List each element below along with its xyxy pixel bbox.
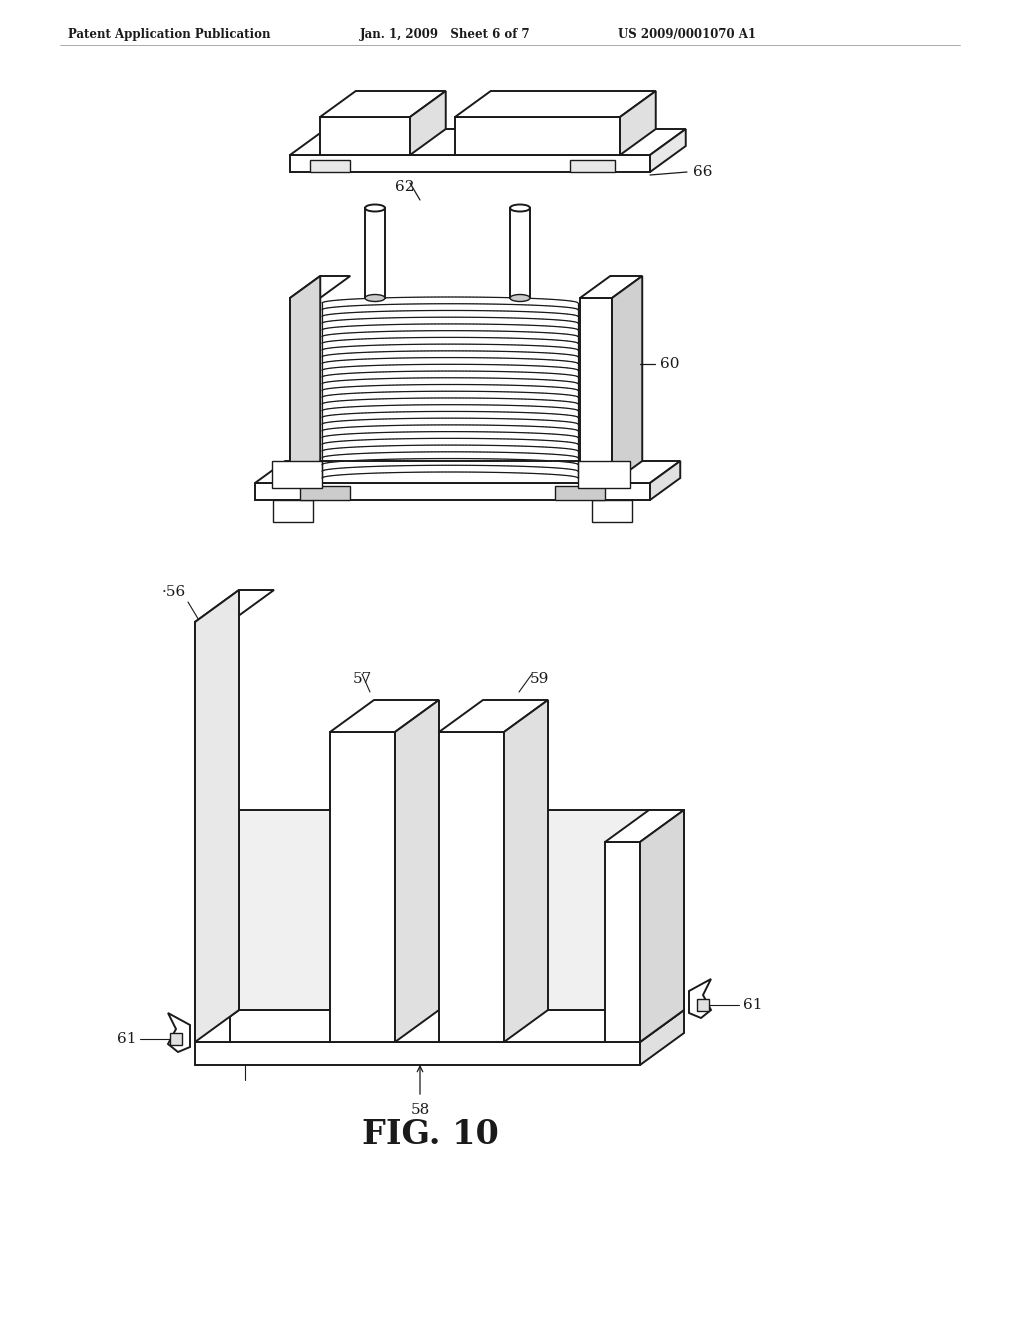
Polygon shape (570, 160, 615, 172)
Text: 62: 62 (395, 180, 415, 194)
Text: 59: 59 (529, 672, 549, 686)
Polygon shape (195, 590, 239, 1041)
Polygon shape (510, 209, 530, 298)
Polygon shape (555, 486, 605, 500)
Polygon shape (319, 91, 445, 117)
Polygon shape (290, 129, 686, 154)
Polygon shape (330, 700, 439, 733)
Polygon shape (290, 298, 319, 483)
Polygon shape (455, 117, 620, 154)
Polygon shape (650, 129, 686, 172)
Polygon shape (195, 1041, 640, 1065)
Polygon shape (319, 117, 410, 154)
Polygon shape (168, 1012, 190, 1052)
Polygon shape (592, 500, 632, 521)
Polygon shape (330, 733, 395, 1041)
Polygon shape (697, 999, 709, 1011)
Text: Jan. 1, 2009   Sheet 6 of 7: Jan. 1, 2009 Sheet 6 of 7 (360, 28, 530, 41)
Ellipse shape (510, 294, 530, 301)
Polygon shape (689, 979, 711, 1018)
Polygon shape (504, 700, 548, 1041)
Polygon shape (290, 276, 350, 298)
Polygon shape (365, 209, 385, 298)
Polygon shape (620, 91, 655, 154)
Polygon shape (605, 842, 640, 1041)
Polygon shape (255, 461, 680, 483)
Polygon shape (195, 1010, 684, 1041)
Polygon shape (455, 91, 655, 117)
Text: 61: 61 (117, 1032, 136, 1045)
Polygon shape (195, 622, 230, 1041)
Text: 66: 66 (693, 165, 713, 180)
Polygon shape (580, 276, 642, 298)
Text: 58: 58 (411, 1104, 430, 1117)
Polygon shape (439, 700, 548, 733)
Polygon shape (272, 461, 322, 488)
Text: Patent Application Publication: Patent Application Publication (68, 28, 270, 41)
Polygon shape (640, 1010, 684, 1065)
Polygon shape (239, 810, 684, 1010)
Polygon shape (580, 298, 612, 483)
Polygon shape (410, 91, 445, 154)
Polygon shape (395, 700, 439, 1041)
Polygon shape (290, 276, 321, 483)
Polygon shape (170, 1034, 182, 1045)
Polygon shape (300, 486, 350, 500)
Polygon shape (273, 500, 313, 521)
Polygon shape (605, 810, 684, 842)
Polygon shape (290, 154, 650, 172)
Text: ·56: ·56 (162, 585, 186, 599)
Text: 60: 60 (660, 358, 680, 371)
Text: US 2009/0001070 A1: US 2009/0001070 A1 (618, 28, 756, 41)
Polygon shape (439, 733, 504, 1041)
Polygon shape (640, 810, 684, 1041)
Polygon shape (612, 276, 642, 483)
Polygon shape (578, 461, 630, 488)
Text: FIG. 10: FIG. 10 (361, 1118, 499, 1151)
Polygon shape (255, 483, 650, 500)
Ellipse shape (510, 205, 530, 211)
Polygon shape (310, 160, 350, 172)
Text: 61: 61 (743, 998, 763, 1012)
Ellipse shape (365, 294, 385, 301)
Text: 57: 57 (352, 672, 372, 686)
Polygon shape (650, 461, 680, 500)
Ellipse shape (365, 205, 385, 211)
Polygon shape (195, 590, 274, 622)
